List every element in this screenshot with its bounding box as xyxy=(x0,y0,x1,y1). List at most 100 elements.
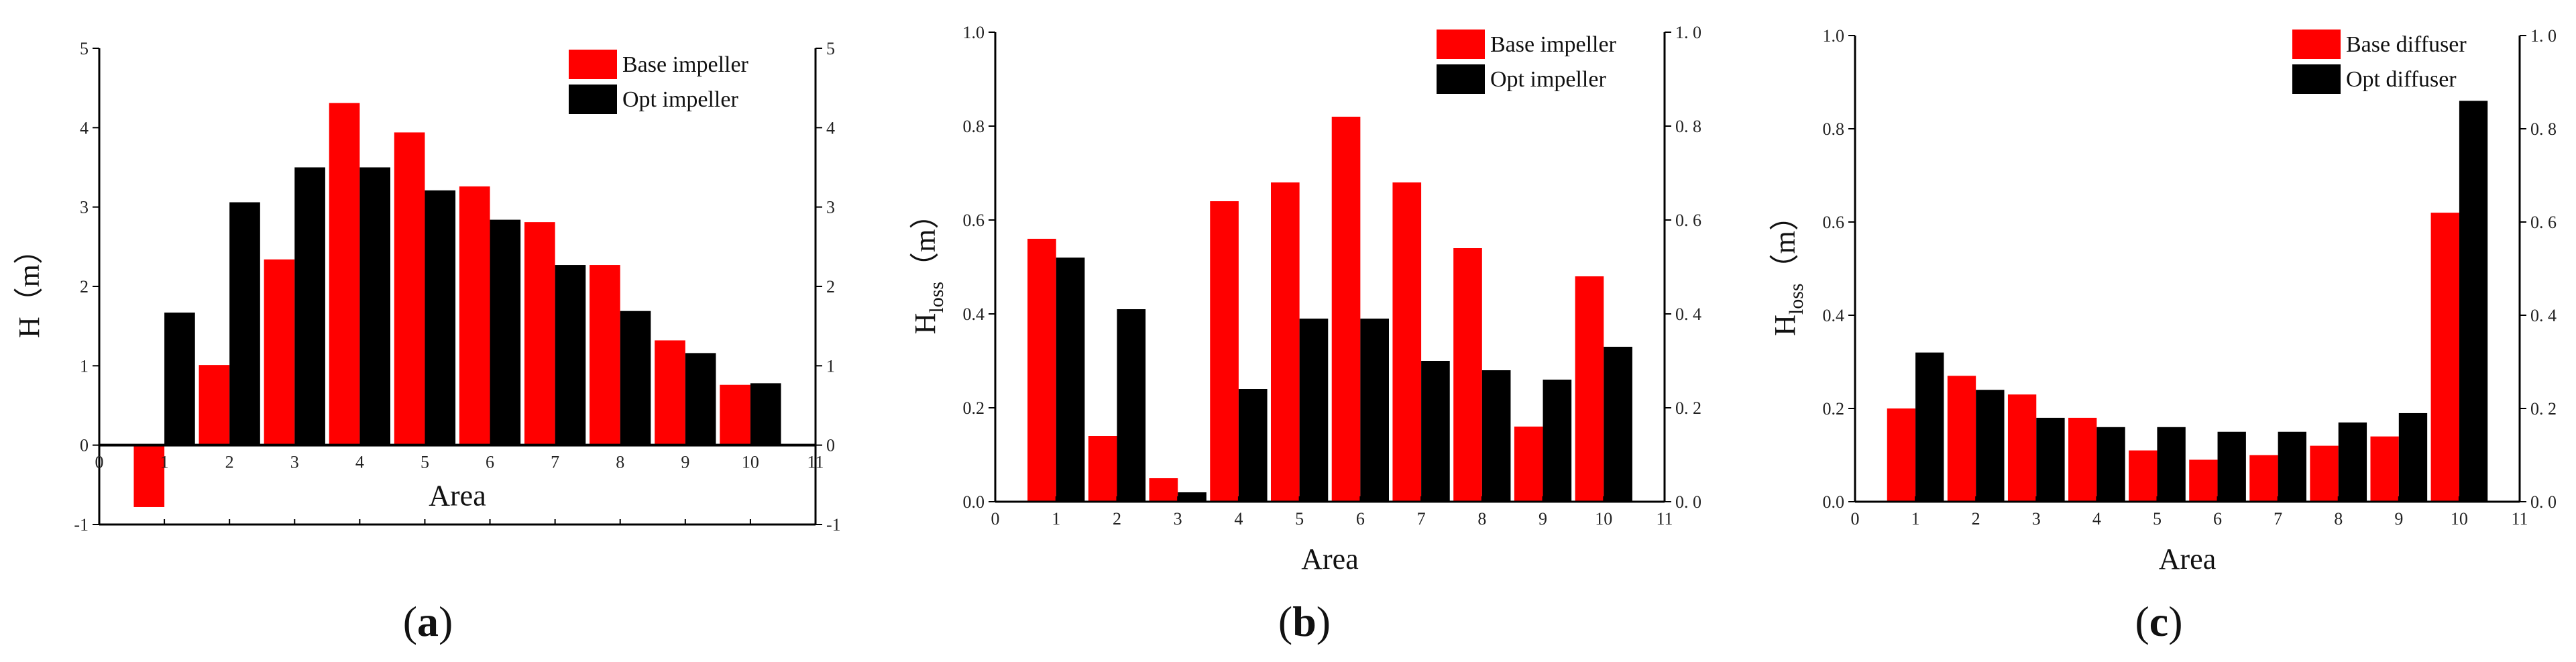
bar-base-area-10 xyxy=(2430,213,2459,502)
bar-base-area-2 xyxy=(1088,436,1117,502)
caption-letter: c xyxy=(2149,598,2168,645)
bar-opt-area-10 xyxy=(2459,101,2488,502)
bar-base-area-2 xyxy=(1947,376,1976,502)
bar-opt-area-10 xyxy=(1604,347,1632,502)
left-y-tick-label: 5 xyxy=(80,39,89,58)
caption-close: ) xyxy=(2168,598,2182,645)
bar-opt-area-4 xyxy=(2096,427,2125,502)
legend-label-base: Base impeller xyxy=(1490,32,1617,57)
left-y-tick-label: 1.0 xyxy=(963,23,985,42)
bar-opt-area-9 xyxy=(1543,380,1572,502)
x-tick-label: 0 xyxy=(1851,509,1860,529)
bar-base-area-7 xyxy=(524,222,555,445)
x-tick-label: 10 xyxy=(2451,509,2468,529)
right-y-tick-label: 0. 0 xyxy=(1675,492,1701,512)
right-y-tick-label: 1. 0 xyxy=(1675,23,1701,42)
bar-base-area-1 xyxy=(133,445,165,507)
bar-base-area-3 xyxy=(2007,394,2037,502)
right-y-tick-label: 0. 4 xyxy=(2530,306,2557,325)
x-tick-label: 7 xyxy=(551,453,559,472)
bar-opt-area-6 xyxy=(2217,431,2246,502)
chart-panel-2: 0.0 0. 0 0.2 0. 2 0.4 0. 4 0.6 0. 6 0.8 0. 8 1.0 1.… xyxy=(909,23,1701,645)
bar-opt-area-7 xyxy=(555,265,586,445)
x-tick-label: 3 xyxy=(290,453,299,472)
panel-caption: (b) xyxy=(1278,598,1331,645)
bar-opt-area-8 xyxy=(1481,370,1511,502)
x-tick-label: 2 xyxy=(225,453,234,472)
right-y-tick-label: 0. 2 xyxy=(1675,398,1701,418)
legend-swatch-opt xyxy=(2292,64,2341,94)
caption-letter: a xyxy=(417,598,439,645)
x-tick-label: 3 xyxy=(1174,509,1182,529)
x-tick-label: 5 xyxy=(421,453,429,472)
right-y-tick-label: 0. 6 xyxy=(2530,213,2557,232)
x-tick-label: 9 xyxy=(2394,509,2403,529)
x-tick-label: 4 xyxy=(355,453,364,472)
bar-base-area-6 xyxy=(459,186,490,445)
right-y-tick-label: 2 xyxy=(826,277,835,296)
y-axis-label-main: H xyxy=(909,313,942,335)
x-tick-label: 0 xyxy=(95,453,104,472)
x-tick-label: 9 xyxy=(681,453,689,472)
y-axis-label-unit: （m） xyxy=(1769,201,1801,283)
legend-label-opt: Opt diffuser xyxy=(2346,67,2457,92)
legend-swatch-opt xyxy=(1437,64,1485,94)
bar-base-area-4 xyxy=(329,103,360,445)
caption-letter: b xyxy=(1292,598,1317,645)
x-tick-label: 11 xyxy=(1656,509,1673,529)
x-tick-label: 2 xyxy=(1972,509,1980,529)
left-y-tick-label: 0.0 xyxy=(963,492,985,512)
right-y-tick-label: 3 xyxy=(826,198,835,217)
bar-opt-area-1 xyxy=(164,313,195,445)
caption-close: ) xyxy=(439,598,453,645)
left-y-tick-label: 4 xyxy=(80,118,89,137)
x-tick-label: 11 xyxy=(2511,509,2528,529)
legend-swatch-base xyxy=(569,50,617,79)
bar-opt-area-3 xyxy=(1178,492,1207,502)
bar-base-area-10 xyxy=(1575,276,1604,502)
bar-base-area-6 xyxy=(1331,117,1361,502)
legend-swatch-opt xyxy=(569,85,617,114)
chart-panel-1: -1 -10 01 12 23 34 45 50 1 2 3 4 5 6 7 8 9 10 11AreaH（m）Ba… xyxy=(13,39,841,645)
bar-opt-area-3 xyxy=(2036,417,2065,502)
x-tick-label: 3 xyxy=(2032,509,2041,529)
left-y-tick-label: 1 xyxy=(80,356,89,376)
x-tick-label: 5 xyxy=(2153,509,2162,529)
bar-base-area-5 xyxy=(1270,182,1300,502)
bar-opt-area-5 xyxy=(1299,319,1329,502)
left-y-tick-label: 1.0 xyxy=(1823,26,1845,46)
y-axis-label-subscript: loss xyxy=(1785,283,1807,315)
right-y-tick-label: 4 xyxy=(826,118,835,137)
y-axis-label: Hloss（m） xyxy=(909,200,948,335)
x-tick-label: 1 xyxy=(1911,509,1920,529)
right-y-tick-label: 0 xyxy=(826,436,835,455)
left-y-tick-label: 0.8 xyxy=(963,117,985,136)
x-tick-label: 1 xyxy=(160,453,169,472)
x-tick-label: 1 xyxy=(1052,509,1060,529)
right-y-tick-label: 0. 6 xyxy=(1675,211,1701,230)
x-tick-label: 6 xyxy=(486,453,494,472)
bar-base-area-7 xyxy=(2249,455,2278,502)
bar-base-area-8 xyxy=(2310,445,2339,502)
right-y-tick-label: 0. 2 xyxy=(2530,399,2557,419)
x-tick-label: 2 xyxy=(1113,509,1121,529)
right-y-tick-label: 0. 8 xyxy=(1675,117,1701,136)
x-axis-label: Area xyxy=(1301,543,1359,575)
legend-label-base: Base diffuser xyxy=(2346,32,2467,57)
bar-base-area-8 xyxy=(1453,248,1482,502)
bar-base-area-5 xyxy=(2129,450,2158,502)
left-y-tick-label: 3 xyxy=(80,198,89,217)
right-y-tick-label: 1 xyxy=(826,356,835,376)
y-axis-label-main: H xyxy=(1769,315,1801,336)
x-tick-label: 8 xyxy=(616,453,624,472)
x-tick-label: 9 xyxy=(1538,509,1547,529)
bar-opt-area-6 xyxy=(1360,319,1390,502)
bar-opt-area-7 xyxy=(2278,431,2306,502)
caption-open: ( xyxy=(1278,598,1292,645)
right-y-tick-label: 5 xyxy=(826,39,835,58)
bar-base-area-3 xyxy=(1149,478,1178,502)
right-y-tick-label: 1. 0 xyxy=(2530,26,2557,46)
left-y-tick-label: 2 xyxy=(80,277,89,296)
y-axis-label: H（m） xyxy=(13,235,46,338)
bar-base-area-1 xyxy=(1887,408,1916,502)
